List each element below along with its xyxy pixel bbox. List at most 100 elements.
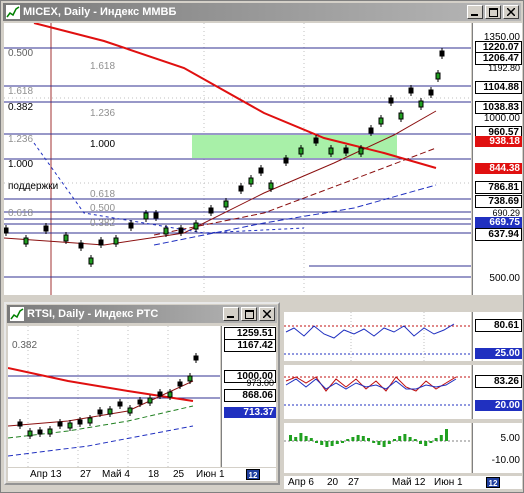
histogram-bar xyxy=(439,435,443,441)
rtsi-window: RTSI, Daily - Индекс РТС 0.382 1259.51 1… xyxy=(4,302,280,485)
candle-body xyxy=(439,50,445,57)
candle-body xyxy=(408,87,414,94)
rtsi-title: RTSI, Daily - Индекс РТС xyxy=(27,308,159,320)
histogram-bar xyxy=(419,441,422,444)
candle-body xyxy=(223,200,229,208)
histogram-bar xyxy=(413,439,417,441)
axis-badge-669: 669.75 xyxy=(475,217,522,228)
minimize-icon xyxy=(471,14,478,16)
osc-date-3: Май 12 xyxy=(392,477,426,488)
rtsi-titlebar[interactable]: RTSI, Daily - Индекс РТС xyxy=(7,305,277,323)
candle-body xyxy=(88,257,94,265)
ma-blue-line xyxy=(153,184,437,246)
fib-label-8: 0.618 xyxy=(90,189,115,200)
fib-label-11: 0.382 xyxy=(90,218,115,229)
micex-price-axis: 1350.00 1220.07 1206.47 1192.80 1104.88 … xyxy=(472,23,522,295)
osc1-badge-bottom: 25.00 xyxy=(475,348,522,359)
candle-body xyxy=(57,421,63,427)
histogram-bar xyxy=(304,436,308,441)
fib-label-7: 1.000 xyxy=(8,159,33,170)
oscillator-2-axis: 83.26 20.00 xyxy=(472,365,522,419)
micex-titlebar[interactable]: MICEX, Daily - Индекс ММВБ xyxy=(3,3,521,21)
candle-body xyxy=(43,225,49,232)
oscillator-panel-1[interactable] xyxy=(284,312,471,361)
candle-body xyxy=(298,147,304,155)
minimize-button[interactable] xyxy=(467,5,483,19)
chart-window-icon xyxy=(10,307,24,321)
minimize-icon xyxy=(227,316,234,318)
axis-label-500: 500.00 xyxy=(489,273,520,284)
candle-body xyxy=(78,242,84,249)
histogram-bar xyxy=(320,441,324,445)
histogram-bar xyxy=(289,435,292,441)
ma-darkred-dash xyxy=(153,147,437,236)
oscillator-1-line xyxy=(285,323,455,339)
oscillator-panel-3[interactable] xyxy=(284,423,471,473)
candle-body xyxy=(143,212,149,220)
rtsi-minimize-button[interactable] xyxy=(223,307,239,321)
histogram-bar xyxy=(346,439,350,441)
rtsi-ma-green xyxy=(8,405,194,439)
rtsi-close-button[interactable] xyxy=(259,307,275,321)
candle-body xyxy=(268,182,274,190)
histogram-bar xyxy=(434,438,438,441)
histogram-bar xyxy=(367,438,370,441)
osc3-label-top: 5.00 xyxy=(500,433,520,444)
fib-label-2: 1.618 xyxy=(8,86,33,97)
micex-price-chart[interactable]: 0.500 1.618 1.618 0.382 1.236 1.236 1.00… xyxy=(4,23,471,295)
osc2-badge-bottom: 20.00 xyxy=(475,400,522,411)
rtsi-maximize-button[interactable] xyxy=(241,307,257,321)
close-icon xyxy=(263,310,271,318)
histogram-bar xyxy=(309,438,313,441)
candle-body xyxy=(343,147,349,154)
candle-body xyxy=(27,430,33,437)
axis-label-1192: 1192.80 xyxy=(488,63,520,73)
osc-date-1: 20 xyxy=(327,477,339,488)
candle-body xyxy=(77,419,83,425)
candle-body xyxy=(428,89,434,96)
histogram-bar xyxy=(294,437,298,441)
ma-darkred-line xyxy=(4,110,437,246)
rtsi-price-chart[interactable]: 0.382 xyxy=(8,326,220,467)
axis-label-1000: 1000.00 xyxy=(483,113,520,124)
micex-chart-svg: 0.500 1.618 1.618 0.382 1.236 1.236 1.00… xyxy=(4,23,471,295)
close-button[interactable] xyxy=(503,5,519,19)
rtsi-date-1: 27 xyxy=(80,469,92,480)
candle-body xyxy=(238,185,244,192)
rtsi-badge-868: 868.06 xyxy=(224,389,276,402)
histogram-bar xyxy=(398,436,402,441)
candle-body xyxy=(163,227,169,235)
candle-body xyxy=(187,375,193,382)
maximize-button[interactable] xyxy=(485,5,501,19)
candle-body xyxy=(328,147,334,155)
candle-body xyxy=(67,422,73,429)
histogram-bar xyxy=(387,441,391,444)
axis-badge-844: 844.38 xyxy=(475,163,522,174)
fib-label-3: 0.382 xyxy=(8,102,33,113)
candle-body xyxy=(117,401,123,407)
histogram-bar xyxy=(315,441,318,443)
rtsi-label-973: 973.00 xyxy=(246,378,274,388)
rtsi-date-3: 18 xyxy=(148,469,160,480)
oscillator-1-svg xyxy=(284,312,471,361)
histogram-bar xyxy=(325,441,329,447)
rtsi-calendar-icon[interactable]: 12 xyxy=(246,469,260,480)
fib-label-10: 0.500 xyxy=(90,203,115,214)
fib-label-1: 1.618 xyxy=(90,61,115,72)
candle-body xyxy=(177,381,183,387)
calendar-icon[interactable]: 12 xyxy=(486,477,500,488)
rtsi-ma-blue xyxy=(8,425,194,457)
maximize-icon xyxy=(488,7,498,17)
axis-badge-738: 738.69 xyxy=(475,195,522,208)
fib-label-0: 0.500 xyxy=(8,48,33,59)
histogram-bar xyxy=(356,435,360,441)
candle-body xyxy=(368,127,374,134)
axis-badge-1206: 1206.47 xyxy=(475,52,522,65)
axis-badge-1038: 1038.83 xyxy=(475,101,522,114)
oscillator-panel-2[interactable] xyxy=(284,365,471,419)
histogram-bar xyxy=(341,441,344,443)
ma-red-line xyxy=(33,23,437,169)
candlesticks xyxy=(4,48,445,267)
candle-body xyxy=(258,167,264,174)
